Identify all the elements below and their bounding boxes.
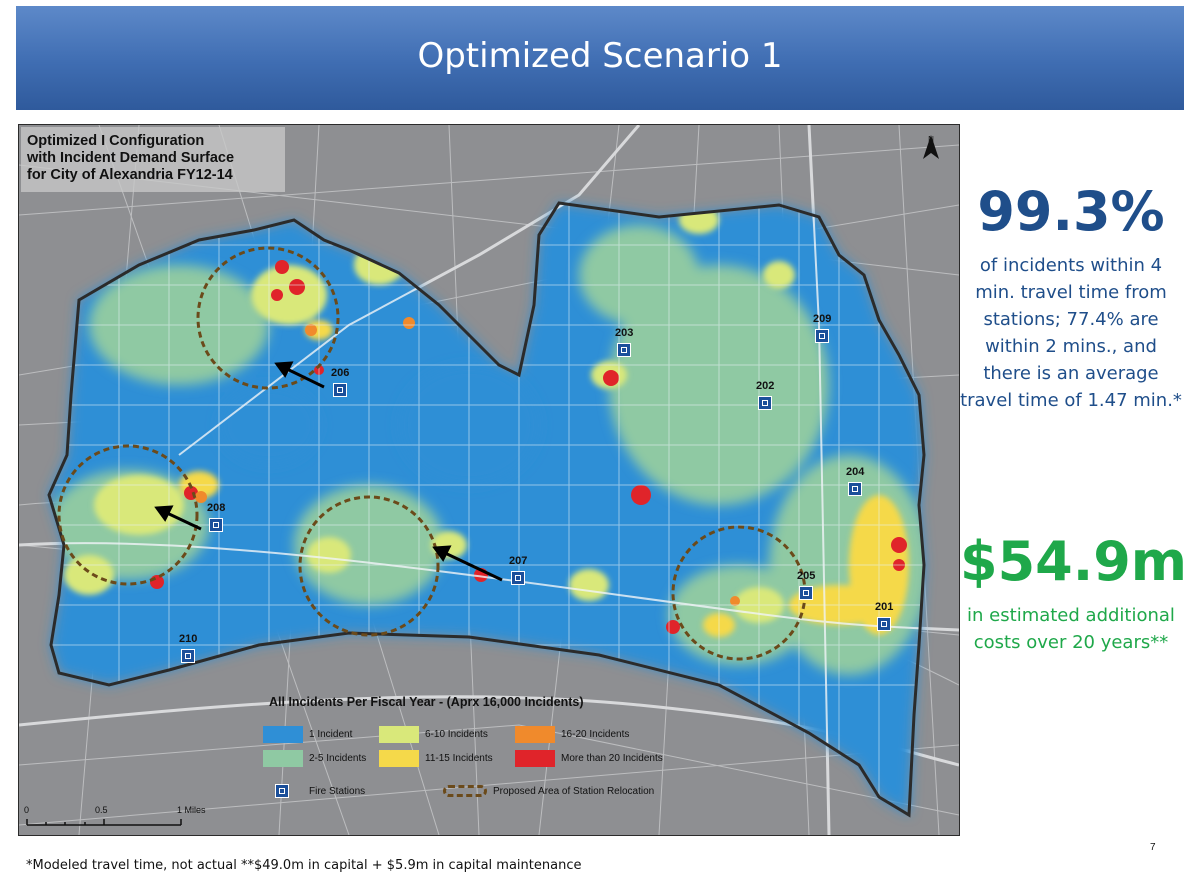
relocation-circle-central: [298, 495, 440, 637]
map-title: Optimized I Configuration with Incident …: [21, 127, 285, 192]
relocation-circle-west: [57, 444, 199, 586]
legend-label: 6-10 Incidents: [425, 729, 488, 740]
slide-title: Optimized Scenario 1: [417, 36, 783, 76]
incident-map: Optimized I Configuration with Incident …: [18, 124, 960, 836]
station-id: 210: [179, 633, 198, 645]
north-arrow-icon: [923, 135, 939, 159]
fire-station-icon: [848, 482, 862, 496]
legend-swatch: [379, 726, 419, 743]
legend-label: 2-5 Incidents: [309, 753, 367, 764]
legend-label: 11-15 Incidents: [425, 753, 493, 764]
station-id: 205: [797, 570, 816, 582]
legend-swatch: [379, 750, 419, 767]
legend-label: Proposed Area of Station Relocation: [493, 786, 655, 797]
relocation-arrow-208: [154, 505, 202, 531]
cost-description: in estimated additional costs over 20 ye…: [967, 605, 1175, 653]
relocation-circle-north: [196, 246, 340, 390]
scale-label-1-mile: 1 Miles: [177, 805, 206, 815]
title-banner: Optimized Scenario 1: [16, 6, 1184, 110]
relocation-area-swatch: [443, 785, 487, 797]
legend-swatch: [515, 726, 555, 743]
fire-station-icon: [617, 343, 631, 357]
station-id: 201: [875, 601, 894, 613]
footnote: *Modeled travel time, not actual **$49.0…: [26, 858, 582, 873]
legend-swatch: [263, 750, 303, 767]
city-boundary: [47, 201, 926, 818]
fire-station-icon: [511, 571, 525, 585]
station-id: 208: [207, 502, 226, 514]
legend-label: Fire Stations: [309, 786, 366, 797]
fire-station-icon: [209, 518, 223, 532]
station-id: 209: [813, 313, 832, 325]
legend-label: 16-20 Incidents: [561, 729, 630, 740]
station-id: 204: [846, 466, 865, 478]
fire-station-icon: [799, 586, 813, 600]
relocation-arrow-207: [432, 545, 503, 582]
relocation-arrow-206: [274, 361, 325, 389]
page-number: 7: [1150, 842, 1156, 853]
fire-station-icon: [181, 649, 195, 663]
legend-swatch: [263, 726, 303, 743]
station-id: 202: [756, 380, 775, 392]
station-id: 203: [615, 327, 634, 339]
estimated-cost: $54.9m: [960, 530, 1188, 593]
north-arrow: N: [921, 135, 941, 159]
legend-label: More than 20 Incidents: [561, 753, 663, 764]
legend-swatch: [515, 750, 555, 767]
fire-station-icon: [815, 329, 829, 343]
coverage-percentage: 99.3%: [977, 180, 1165, 243]
coverage-description: of incidents within 4 min. travel time f…: [960, 255, 1182, 411]
legend-title: All Incidents Per Fiscal Year - (Aprx 16…: [269, 695, 584, 709]
legend-label: 1 Incident: [309, 729, 353, 740]
scale-label-0: 0: [24, 805, 30, 815]
fire-station-icon: [758, 396, 772, 410]
station-id: 206: [331, 367, 350, 379]
station-id: 207: [509, 555, 528, 567]
scale-label-half: 0.5: [95, 805, 108, 815]
map-canvas: [19, 125, 959, 835]
scale-bar: [26, 819, 182, 826]
fire-station-icon: [877, 617, 891, 631]
fire-station-icon: [333, 383, 347, 397]
